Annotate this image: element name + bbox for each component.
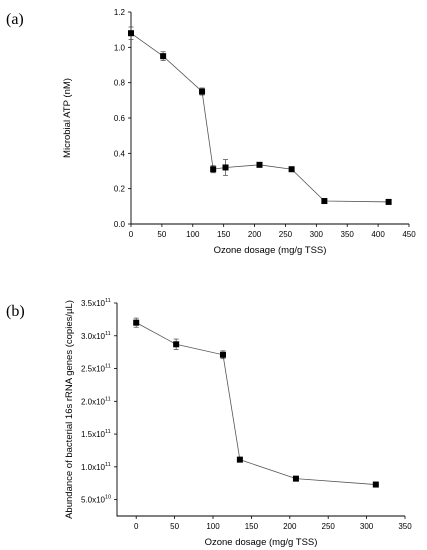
- x-tick-label: 350: [398, 522, 412, 531]
- y-tick-label: 0.2: [114, 185, 126, 194]
- data-point: [321, 198, 328, 205]
- data-point: [372, 481, 379, 488]
- data-point: [236, 456, 243, 463]
- data-point: [385, 198, 392, 205]
- y-tick-mantissa: 2.5x10: [81, 365, 106, 374]
- y-tick-label: 3.0x10: [81, 332, 106, 341]
- x-tick-label: 200: [248, 230, 262, 239]
- data-point: [256, 161, 263, 168]
- x-tick-label: 250: [279, 230, 293, 239]
- x-tick-label: 250: [322, 522, 336, 531]
- y-tick-exponent: 11: [105, 298, 111, 304]
- x-tick-label: 50: [157, 230, 166, 239]
- y-tick-label: 0.4: [114, 149, 126, 158]
- x-tick-label: 0: [129, 230, 134, 239]
- x-tick-label: 100: [186, 230, 200, 239]
- y-tick-label: 2.5x10: [81, 365, 106, 374]
- y-tick-exponent: 11: [105, 396, 111, 402]
- axis-frame: [116, 303, 405, 517]
- x-tick-label: 200: [283, 522, 297, 531]
- y-axis-label: Microbial ATP (nM): [62, 78, 73, 158]
- y-tick-label: 3.5x10: [81, 299, 106, 308]
- data-point: [219, 351, 226, 358]
- y-tick-label: 1.2: [114, 8, 126, 17]
- data-point: [292, 475, 299, 482]
- chart-panel-a: (a) 0 50 100 150 200 250 300 350 400 450 0.0 0.2 0.4 0…: [6, 8, 416, 256]
- y-tick-exponent: 11: [105, 364, 111, 370]
- x-tick-label: 300: [310, 230, 324, 239]
- y-tick-mantissa: 5.0x10: [81, 496, 106, 505]
- y-tick-label: 0.6: [114, 114, 126, 123]
- x-tick-label: 100: [206, 522, 220, 531]
- y-tick-mantissa: 1.0x10: [81, 463, 106, 472]
- series-line: [130, 32, 389, 203]
- x-tick-label: 150: [217, 230, 231, 239]
- x-axis-label: Ozone dosage (mg/g TSS): [205, 537, 318, 548]
- y-tick-label: 0.0: [114, 220, 126, 229]
- data-point: [133, 319, 140, 326]
- x-tick-label: 300: [360, 522, 374, 531]
- y-axis-label: Abundance of bacterial 16s rRNA genes (c…: [64, 300, 75, 519]
- data-point: [210, 166, 217, 173]
- y-tick-mantissa: 1.5x10: [81, 430, 106, 439]
- data-point: [288, 166, 295, 173]
- data-point: [222, 164, 229, 171]
- y-tick-mantissa: 2.0x10: [81, 397, 106, 406]
- x-tick-label: 50: [170, 522, 179, 531]
- y-tick-exponent: 11: [105, 331, 111, 337]
- x-tick-label: 400: [371, 230, 385, 239]
- y-tick-exponent: 11: [105, 429, 111, 435]
- x-tick-label: 0: [134, 522, 139, 531]
- y-tick-mantissa: 3.0x10: [81, 332, 106, 341]
- data-point: [199, 88, 206, 95]
- y-tick-label: 5.0x10: [81, 496, 106, 505]
- y-tick-label: 2.0x10: [81, 397, 106, 406]
- y-tick-label: 1.5x10: [81, 430, 106, 439]
- x-axis-label: Ozone dosage (mg/g TSS): [214, 245, 327, 256]
- data-point: [160, 53, 167, 60]
- x-tick-label: 150: [245, 522, 259, 531]
- panel-label: (b): [6, 303, 25, 320]
- series-line: [136, 322, 376, 485]
- y-tick-exponent: 10: [105, 495, 111, 501]
- panel-label: (a): [6, 11, 24, 28]
- data-point: [128, 30, 134, 37]
- y-tick-label: 1.0x10: [81, 463, 106, 472]
- y-tick-exponent: 11: [105, 462, 111, 468]
- y-tick-label: 0.8: [114, 79, 126, 88]
- x-tick-label: 450: [402, 230, 416, 239]
- axis-frame: [130, 12, 409, 225]
- x-tick-label: 350: [341, 230, 355, 239]
- y-tick-mantissa: 3.5x10: [81, 299, 106, 308]
- y-tick-label: 1.0: [114, 43, 126, 52]
- data-point: [173, 341, 180, 348]
